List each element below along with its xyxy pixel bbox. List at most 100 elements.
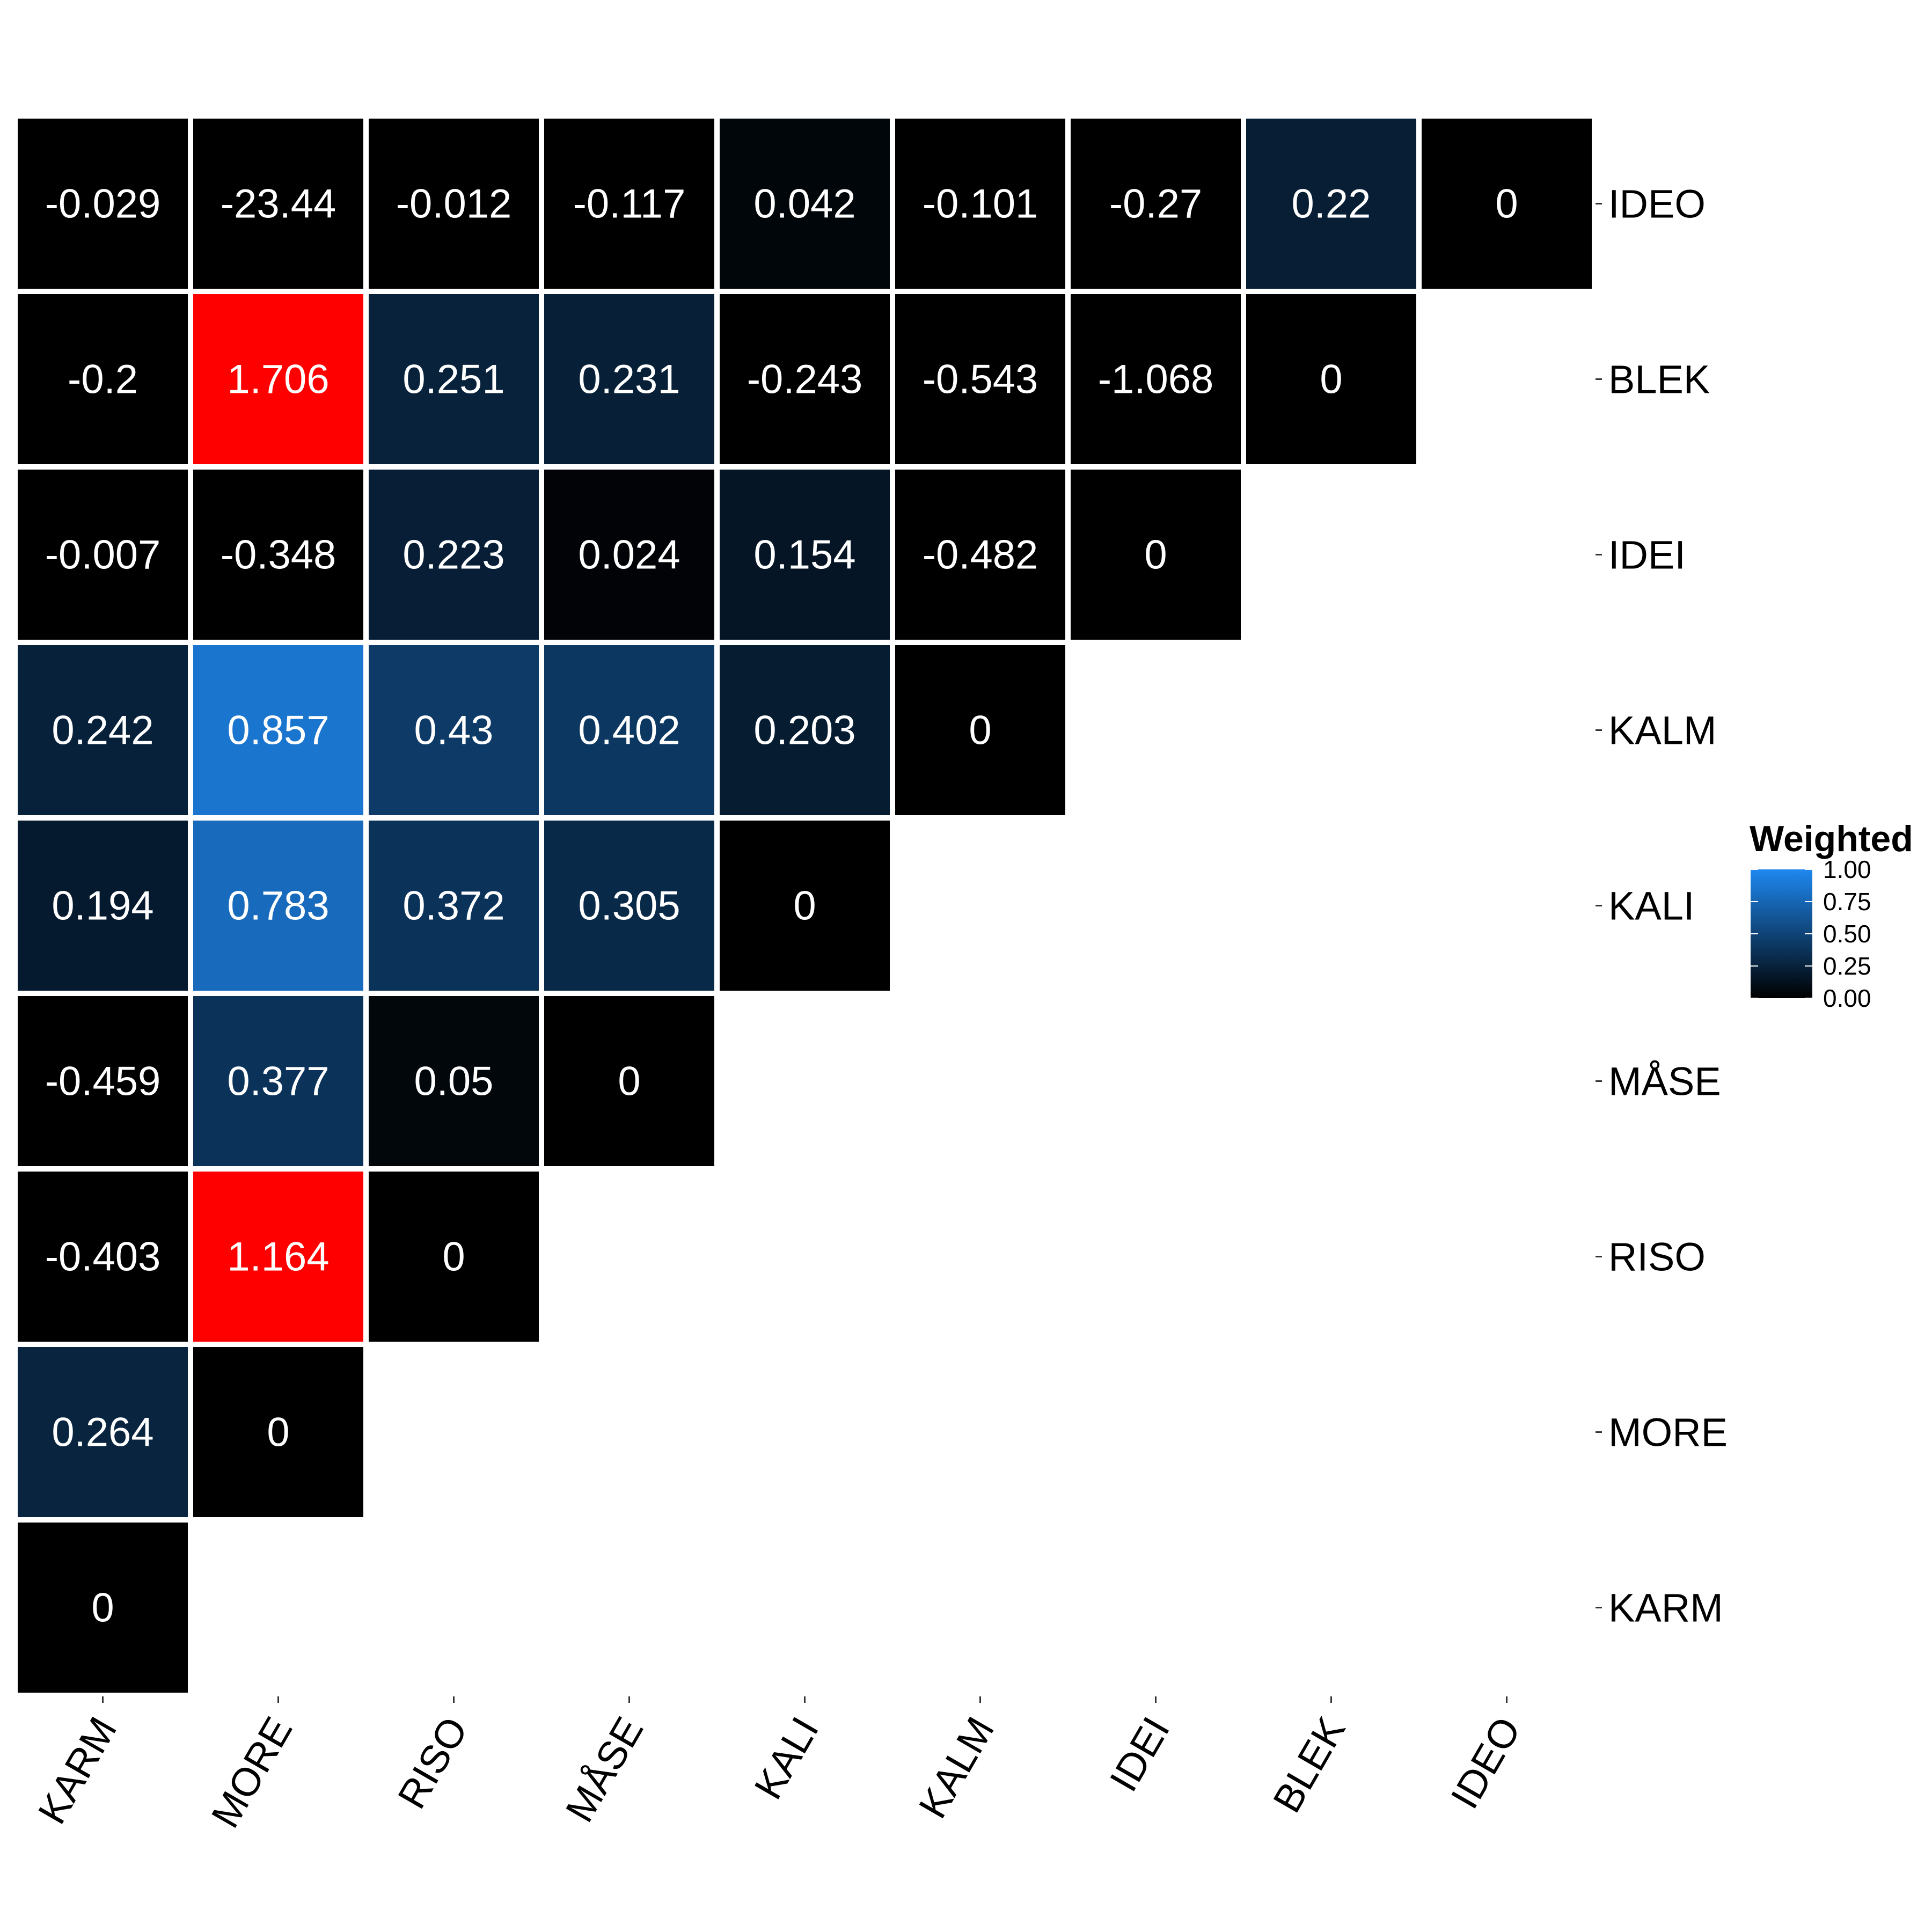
heatmap-cell-fill xyxy=(720,645,890,815)
heatmap-cell-label: -0.2 xyxy=(68,357,138,402)
heatmap-cell-label: 0 xyxy=(267,1410,289,1455)
heatmap-cell: -0.348 xyxy=(193,470,363,640)
x-tick-label: RISO xyxy=(389,1710,476,1816)
heatmap-cell-label: 0 xyxy=(442,1234,465,1280)
heatmap-cell-fill xyxy=(369,1172,539,1342)
heatmap-cell: 0.242 xyxy=(18,645,188,815)
heatmap-cell-label: -0.348 xyxy=(221,532,336,578)
heatmap-cell-fill xyxy=(544,294,714,464)
heatmap-cell-fill xyxy=(720,470,890,640)
heatmap-cell-label: 0 xyxy=(91,1585,114,1631)
heatmap-cell-label: 0.05 xyxy=(414,1059,494,1104)
legend-tick-label: 0.75 xyxy=(1823,888,1871,916)
heatmap-cell-label: -0.459 xyxy=(45,1059,161,1104)
heatmap-cell-label: 0 xyxy=(1144,532,1167,578)
heatmap-cell-fill xyxy=(18,996,188,1166)
heatmap-cell-fill xyxy=(369,821,539,991)
heatmap-cell-label: -0.482 xyxy=(923,532,1038,578)
heatmap-cell: -23.44 xyxy=(193,119,363,289)
heatmap-cell-fill xyxy=(1071,294,1241,464)
heatmap-cell: -0.482 xyxy=(895,470,1065,640)
heatmap-cell-fill xyxy=(193,294,363,464)
heatmap-cell: 0.231 xyxy=(544,294,714,464)
heatmap-cell-label: 0 xyxy=(1495,181,1518,227)
heatmap-cell-fill xyxy=(720,119,890,289)
heatmap-cell-label: 0 xyxy=(969,708,991,753)
heatmap-cell-fill xyxy=(193,645,363,815)
heatmap-cell-label: 0.305 xyxy=(578,883,680,929)
heatmap-cell-label: -1.068 xyxy=(1098,357,1214,402)
heatmap-cell-fill xyxy=(193,119,363,289)
heatmap-cell: -0.101 xyxy=(895,119,1065,289)
heatmap-cell-label: 0.194 xyxy=(52,883,153,929)
heatmap-cell: 0.402 xyxy=(544,645,714,815)
heatmap-cell-label: -0.27 xyxy=(1109,181,1202,227)
heatmap-cell-fill xyxy=(369,119,539,289)
legend: Weighted 0.00 0.25 0.50 0.75 1.00 xyxy=(1750,818,1913,1012)
heatmap-cell: -0.459 xyxy=(18,996,188,1166)
heatmap-cell: 0.43 xyxy=(369,645,539,815)
y-tick-label: KARM xyxy=(1608,1586,1723,1630)
heatmap-cell-fill xyxy=(369,645,539,815)
heatmap-cell: 1.164 xyxy=(193,1172,363,1342)
heatmap-cell-label: 1.706 xyxy=(227,357,329,402)
heatmap-cell-fill xyxy=(1071,470,1241,640)
heatmap-cell: 0.024 xyxy=(544,470,714,640)
heatmap-cell-fill xyxy=(895,645,1065,815)
heatmap-cell-label: 0.22 xyxy=(1292,181,1371,227)
x-tick-label: IDEO xyxy=(1442,1710,1529,1816)
heatmap-cell-label: 0.042 xyxy=(753,181,855,227)
heatmap-cell: 0 xyxy=(1071,470,1241,640)
heatmap-cell-fill xyxy=(544,996,714,1166)
heatmap-cell: 0.203 xyxy=(720,645,890,815)
heatmap-cell-label: -0.029 xyxy=(45,181,161,227)
heatmap-cell: 0.783 xyxy=(193,821,363,991)
heatmap-cell-label: 0.377 xyxy=(227,1059,329,1104)
heatmap-cell-fill xyxy=(895,294,1065,464)
heatmap-cell-fill xyxy=(193,470,363,640)
heatmap-cell-label: -0.101 xyxy=(923,181,1038,227)
heatmap-cell-fill xyxy=(895,470,1065,640)
heatmap-cell-fill xyxy=(1246,294,1416,464)
x-tick-label: KALI xyxy=(745,1710,827,1806)
heatmap-cell-fill xyxy=(18,1172,188,1342)
heatmap-cell-label: 0.264 xyxy=(52,1410,153,1455)
x-axis: KARM MORE RISO MÅSE KALI KALM IDEI BLEK IDEO xyxy=(30,1696,1529,1835)
y-tick-label: RISO xyxy=(1608,1235,1706,1279)
heatmap-cell: 0 xyxy=(369,1172,539,1342)
heatmap-cell-fill xyxy=(544,821,714,991)
heatmap-cell-label: -23.44 xyxy=(221,181,336,227)
heatmap-cell-label: 0.223 xyxy=(402,532,504,578)
heatmap-cell-label: 0.783 xyxy=(227,883,329,929)
heatmap-cell-label: -0.243 xyxy=(747,357,863,402)
heatmap-cell-label: 0.402 xyxy=(578,708,680,753)
x-tick-label: BLEK xyxy=(1264,1710,1353,1820)
heatmap-cell: 0.251 xyxy=(369,294,539,464)
heatmap-cell-fill xyxy=(544,645,714,815)
heatmap-cell: 1.706 xyxy=(193,294,363,464)
heatmap-cell-label: 0 xyxy=(618,1059,640,1104)
heatmap-cell-label: 1.164 xyxy=(227,1234,329,1280)
heatmap-cell: -0.117 xyxy=(544,119,714,289)
legend-tick-label: 0.50 xyxy=(1823,920,1871,948)
heatmap-cell-fill xyxy=(18,1347,188,1517)
y-tick-label: KALI xyxy=(1608,884,1694,928)
heatmap-cell-fill xyxy=(18,294,188,464)
legend-tick-label: 1.00 xyxy=(1823,855,1871,883)
heatmap-cell: 0.22 xyxy=(1246,119,1416,289)
heatmap-cell-label: 0.251 xyxy=(402,357,504,402)
legend-tick-label: 0.00 xyxy=(1823,984,1871,1012)
heatmap-cell: 0 xyxy=(18,1523,188,1693)
heatmap-cell: 0 xyxy=(720,821,890,991)
y-tick-label: MORE xyxy=(1608,1410,1728,1455)
x-tick-label: KALM xyxy=(910,1710,1003,1826)
heatmap-cell: 0.264 xyxy=(18,1347,188,1517)
heatmap-cell-fill xyxy=(720,821,890,991)
heatmap-cell-fill xyxy=(720,294,890,464)
heatmap-cell: -0.029 xyxy=(18,119,188,289)
heatmap-cell-fill xyxy=(369,470,539,640)
x-tick-label: IDEI xyxy=(1101,1710,1179,1799)
heatmap-cell-fill xyxy=(1246,119,1416,289)
heatmap-cell: 0.154 xyxy=(720,470,890,640)
heatmap-cell: 0.305 xyxy=(544,821,714,991)
